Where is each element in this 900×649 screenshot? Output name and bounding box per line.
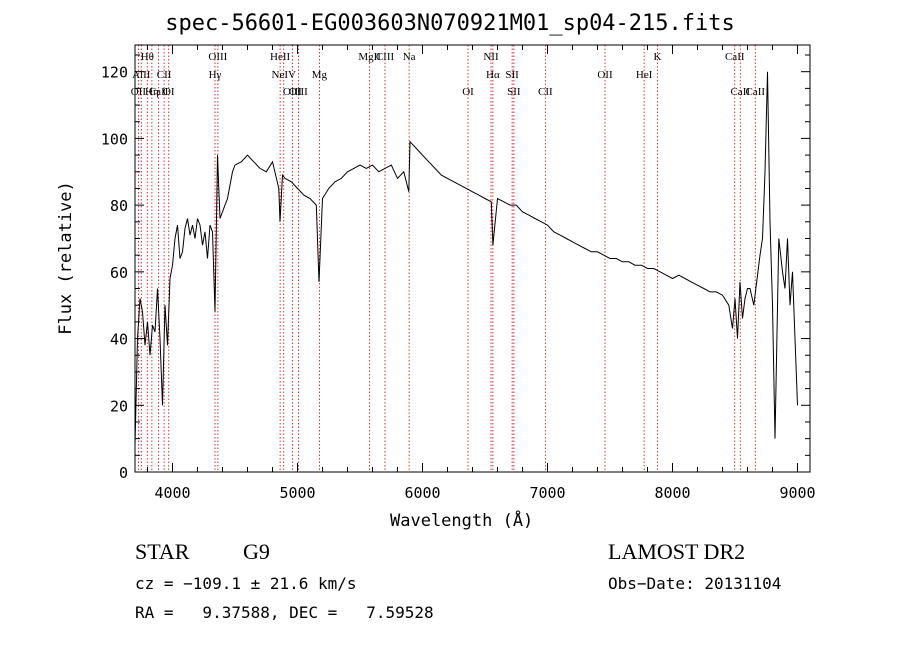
x-tick-label: 8000 xyxy=(654,484,690,502)
x-tick-label: 5000 xyxy=(279,484,315,502)
line-marker-label: OIII xyxy=(283,86,302,98)
x-tick-label: 9000 xyxy=(779,484,815,502)
y-tick-label: 120 xyxy=(101,64,128,82)
line-marker-label: OI xyxy=(163,86,175,98)
line-marker-label: OIII xyxy=(208,51,227,63)
line-marker-label: K xyxy=(654,51,662,63)
y-tick-label: 20 xyxy=(110,397,128,415)
line-marker-label: NeIV xyxy=(272,69,296,81)
line-marker-label: OIII xyxy=(289,86,308,98)
x-axis-label: Wavelength (Å) xyxy=(390,511,534,531)
line-marker-label: Na xyxy=(403,51,416,63)
x-tick-label: 4000 xyxy=(154,484,190,502)
line-marker-label: CII xyxy=(538,86,553,98)
coordinates: RA = 9.37588, DEC = 7.59528 xyxy=(135,603,434,622)
x-tick-label: 7000 xyxy=(529,484,565,502)
line-marker-label: Hγ xyxy=(209,69,222,81)
obs-date: Obs−Date: 20131104 xyxy=(608,574,782,593)
line-marker-label: SII xyxy=(505,69,519,81)
line-marker-label: CIII xyxy=(376,51,395,63)
y-tick-label: 40 xyxy=(110,331,128,349)
redshift-cz: cz = −109.1 ± 21.6 km/s xyxy=(135,574,357,593)
spectrum-line xyxy=(134,71,798,446)
line-marker-label: MgII xyxy=(358,51,381,63)
object-subclass: G9 xyxy=(243,539,270,564)
x-tick-label: 6000 xyxy=(404,484,440,502)
y-tick-label: 80 xyxy=(110,197,128,215)
survey-name: LAMOST DR2 xyxy=(608,539,746,564)
line-marker-label: CaII xyxy=(149,86,169,98)
line-marker-label: Hη xyxy=(145,86,159,98)
line-marker-label: Mg xyxy=(312,69,328,81)
line-marker-label: HeII xyxy=(270,51,290,63)
y-tick-label: 100 xyxy=(101,130,128,148)
y-tick-label: 60 xyxy=(110,264,128,282)
y-axis-label: Flux (relative) xyxy=(56,181,76,335)
plot-frame xyxy=(134,44,811,473)
line-marker-label: CaII xyxy=(730,86,750,98)
line-marker-label: OII xyxy=(131,86,147,98)
line-marker-label: NII xyxy=(483,51,499,63)
line-marker-label: Hθ xyxy=(141,51,154,63)
line-marker-label: Hα xyxy=(486,69,500,81)
axis-ticks: 4000 5000 6000 7000 8000 9000 0 20 40 60 80 100 120 xyxy=(101,45,816,502)
line-marker-label: SII xyxy=(507,86,521,98)
line-marker-label: CaII xyxy=(745,86,765,98)
line-marker-label: CII xyxy=(157,69,172,81)
line-marker-label: HeI xyxy=(636,69,653,81)
line-marker-label: OII xyxy=(597,69,613,81)
line-marker-label: CaII xyxy=(725,51,745,63)
line-markers xyxy=(137,45,756,472)
y-tick-label: 0 xyxy=(119,464,128,482)
line-marker-label: OI xyxy=(462,86,474,98)
chart-title: spec-56601-EG003603N070921M01_sp04-215.f… xyxy=(165,11,735,36)
object-class: STAR xyxy=(135,539,190,564)
